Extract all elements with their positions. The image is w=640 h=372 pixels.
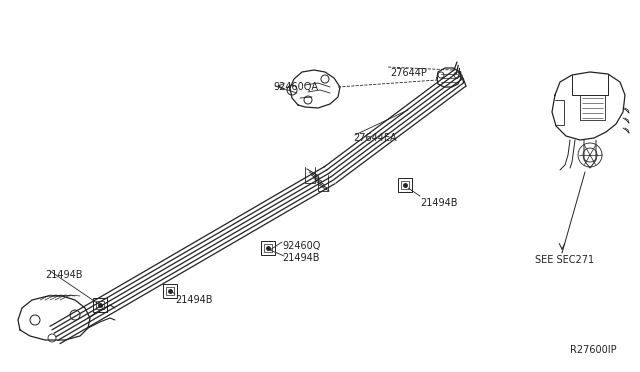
Text: 21494B: 21494B [282, 253, 319, 263]
Text: R27600IP: R27600IP [570, 345, 616, 355]
Text: 92460Q: 92460Q [282, 241, 321, 251]
Bar [401, 181, 409, 189]
Text: 21494B: 21494B [45, 270, 83, 280]
Bar [166, 287, 174, 295]
Text: 27644P: 27644P [390, 68, 427, 78]
Text: 21494B: 21494B [175, 295, 212, 305]
Bar [261, 241, 275, 255]
Text: SEE SEC271: SEE SEC271 [535, 255, 594, 265]
Bar [163, 284, 177, 298]
Bar [398, 178, 412, 192]
Text: 27644EA: 27644EA [353, 133, 397, 143]
Bar [93, 298, 107, 312]
Bar [264, 244, 272, 252]
Bar [96, 301, 104, 309]
Text: 21494B: 21494B [420, 198, 458, 208]
Text: 92460QA: 92460QA [273, 82, 318, 92]
